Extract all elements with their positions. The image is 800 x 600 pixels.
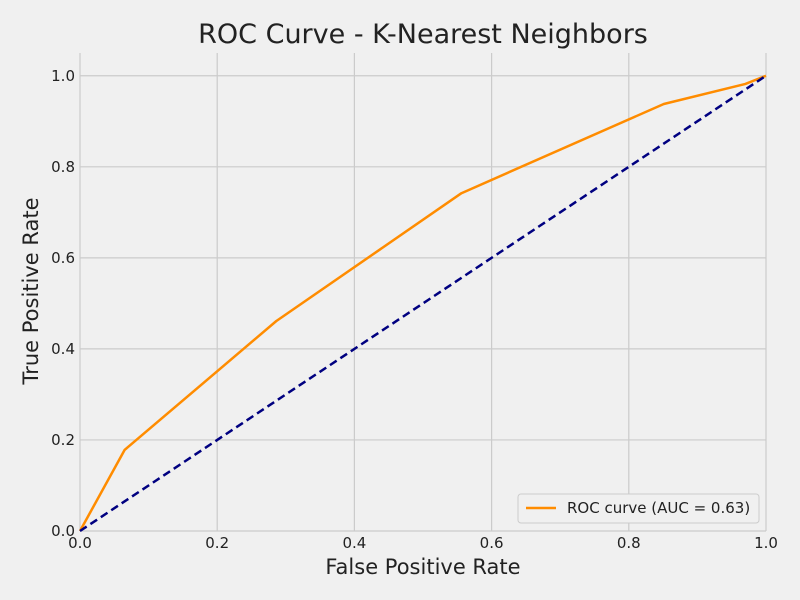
x-tick-labels: 0.0 0.2 0.4 0.6 0.8 1.0 [68,534,778,552]
plot-area [80,53,766,531]
x-tick-label: 0.2 [205,534,229,552]
plot-series [78,74,767,533]
x-tick-label: 0.4 [342,534,366,552]
y-tick-labels: 0.0 0.2 0.4 0.6 0.8 1.0 [51,67,75,540]
y-tick-label: 0.8 [51,158,75,176]
legend-box [517,493,760,524]
y-tick-label: 0.4 [51,340,75,358]
x-tick-label: 1.0 [754,534,778,552]
legend: ROC curve (AUC = 0.63) [517,493,760,524]
grid-lines [79,53,767,532]
y-tick-label: 0.0 [51,522,75,540]
legend-entry-label: ROC curve (AUC = 0.63) [567,499,750,517]
y-axis-label: True Positive Rate [19,197,43,385]
chart-title: ROC Curve - K-Nearest Neighbors [198,19,648,50]
y-tick-label: 0.2 [51,431,75,449]
y-tick-label: 1.0 [51,67,75,85]
x-tick-label: 0.8 [617,534,641,552]
y-tick-label: 0.6 [51,249,75,267]
x-axis-label: False Positive Rate [325,555,520,579]
x-tick-label: 0.6 [480,534,504,552]
x-tick-label: 0.0 [68,534,92,552]
roc-curve-line [78,74,767,532]
